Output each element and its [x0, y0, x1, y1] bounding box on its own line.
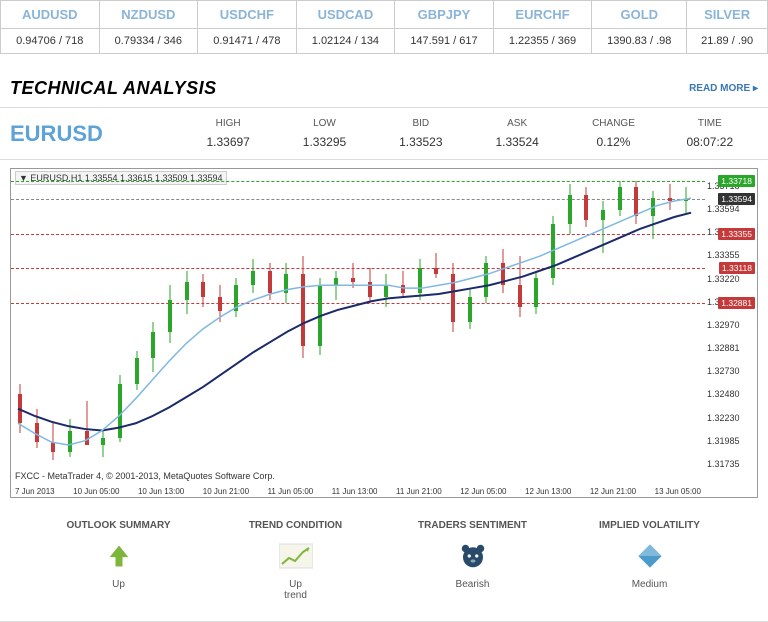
indicator-title: IMPLIED VOLATILITY [575, 520, 725, 531]
quote-col: ASK 1.33524 [469, 118, 565, 149]
price-tag: 1.33118 [719, 262, 755, 274]
ticker-symbol[interactable]: NZDUSD [99, 1, 198, 29]
quote-col-label: HIGH [180, 118, 276, 129]
section-header: TECHNICAL ANALYSIS READ MORE [0, 74, 768, 108]
ticker-quote: 0.91471 / 478 [198, 29, 297, 54]
indicator: IMPLIED VOLATILITY Medium [575, 520, 725, 601]
quote-row: EURUSD HIGH 1.33697LOW 1.33295BID 1.33523AS… [0, 108, 768, 160]
quote-col-value: 1.33697 [180, 135, 276, 149]
indicator-value: Uptrend [221, 579, 371, 601]
diamond-icon [575, 539, 725, 573]
quote-col: HIGH 1.33697 [180, 118, 276, 149]
indicator-title: TREND CONDITION [221, 520, 371, 531]
x-axis-label: 12 Jun 21:00 [590, 487, 636, 496]
indicators-row: OUTLOOK SUMMARYUpTREND CONDITIONUptrendT… [0, 506, 768, 622]
ticker-symbol[interactable]: SILVER [687, 1, 768, 29]
quote-col-label: BID [373, 118, 469, 129]
y-axis-label: 1.32730 [707, 366, 755, 376]
ticker-symbol[interactable]: AUDUSD [1, 1, 100, 29]
quote-col-value: 1.33523 [373, 135, 469, 149]
price-tag: 1.33718 [718, 175, 755, 187]
ticker-quote: 1.22355 / 369 [493, 29, 592, 54]
y-axis-label: 1.32230 [707, 413, 755, 423]
x-axis-label: 11 Jun 13:00 [332, 487, 378, 496]
indicator-title: TRADERS SENTIMENT [398, 520, 548, 531]
ticker-symbol[interactable]: GBPJPY [395, 1, 494, 29]
ticker-quote: 1390.83 / .98 [592, 29, 687, 54]
quote-col-value: 08:07:22 [662, 135, 758, 149]
symbol-label: EURUSD [10, 121, 180, 147]
x-axis-label: 10 Jun 13:00 [138, 487, 184, 496]
quote-col: TIME 08:07:22 [662, 118, 758, 149]
x-axis-label: 12 Jun 13:00 [525, 487, 571, 496]
x-axis-label: 7 Jun 2013 [15, 487, 55, 496]
ticker-quote: 21.89 / .90 [687, 29, 768, 54]
read-more-link[interactable]: READ MORE [689, 83, 758, 94]
chart-footer: FXCC - MetaTrader 4, © 2001-2013, MetaQu… [15, 471, 275, 481]
price-tag: 1.33355 [718, 228, 755, 240]
quote-col: BID 1.33523 [373, 118, 469, 149]
ticker-symbol[interactable]: EURCHF [493, 1, 592, 29]
price-tag: 1.33594 [718, 193, 755, 205]
quote-col-value: 1.33524 [469, 135, 565, 149]
indicator-title: OUTLOOK SUMMARY [44, 520, 194, 531]
ma-lines [11, 181, 705, 469]
price-tag: 1.32881 [718, 297, 755, 309]
bear-icon [398, 539, 548, 573]
ticker-quote: 147.591 / 617 [395, 29, 494, 54]
candlestick-chart[interactable]: ▼ EURUSD,H1 1.33554 1.33615 1.33509 1.33… [10, 168, 758, 498]
x-axis-label: 10 Jun 21:00 [203, 487, 249, 496]
indicator-value: Bearish [398, 579, 548, 590]
ticker-symbol[interactable]: GOLD [592, 1, 687, 29]
quote-col: CHANGE 0.12% [565, 118, 661, 149]
ticker-quote: 1.02124 / 134 [296, 29, 395, 54]
y-axis-label: 1.33594 [707, 204, 755, 214]
section-title: TECHNICAL ANALYSIS [10, 78, 217, 99]
ticker-symbol[interactable]: USDCHF [198, 1, 297, 29]
x-axis-label: 12 Jun 05:00 [460, 487, 506, 496]
y-axis-label: 1.31985 [707, 436, 755, 446]
y-axis-label: 1.33355 [707, 250, 755, 260]
ticker-quote: 0.79334 / 346 [99, 29, 198, 54]
ticker-table: AUDUSDNZDUSDUSDCHFUSDCADGBPJPYEURCHFGOLD… [0, 0, 768, 54]
quote-col-value: 0.12% [565, 135, 661, 149]
quote-col: LOW 1.33295 [276, 118, 372, 149]
y-axis-label: 1.32881 [707, 343, 755, 353]
y-axis-label: 1.31735 [707, 459, 755, 469]
trend-up-icon [221, 539, 371, 573]
quote-col-value: 1.33295 [276, 135, 372, 149]
quote-col-label: TIME [662, 118, 758, 129]
quote-col-label: ASK [469, 118, 565, 129]
indicator: TRADERS SENTIMENT Bearish [398, 520, 548, 601]
x-axis-label: 11 Jun 05:00 [268, 487, 314, 496]
y-axis-label: 1.33220 [707, 274, 755, 284]
ticker-symbol[interactable]: USDCAD [296, 1, 395, 29]
indicator-value: Up [44, 579, 194, 590]
y-axis-label: 1.32480 [707, 389, 755, 399]
chart-container: ▼ EURUSD,H1 1.33554 1.33615 1.33509 1.33… [0, 160, 768, 506]
indicator-value: Medium [575, 579, 725, 590]
arrow-up-icon [44, 539, 194, 573]
indicator: TREND CONDITION Uptrend [221, 520, 371, 601]
x-axis-label: 10 Jun 05:00 [73, 487, 119, 496]
x-axis-label: 11 Jun 21:00 [396, 487, 442, 496]
quote-col-label: CHANGE [565, 118, 661, 129]
x-axis-label: 13 Jun 05:00 [655, 487, 701, 496]
quote-col-label: LOW [276, 118, 372, 129]
ticker-quote: 0.94706 / 718 [1, 29, 100, 54]
indicator: OUTLOOK SUMMARY Up [44, 520, 194, 601]
y-axis-label: 1.32970 [707, 320, 755, 330]
